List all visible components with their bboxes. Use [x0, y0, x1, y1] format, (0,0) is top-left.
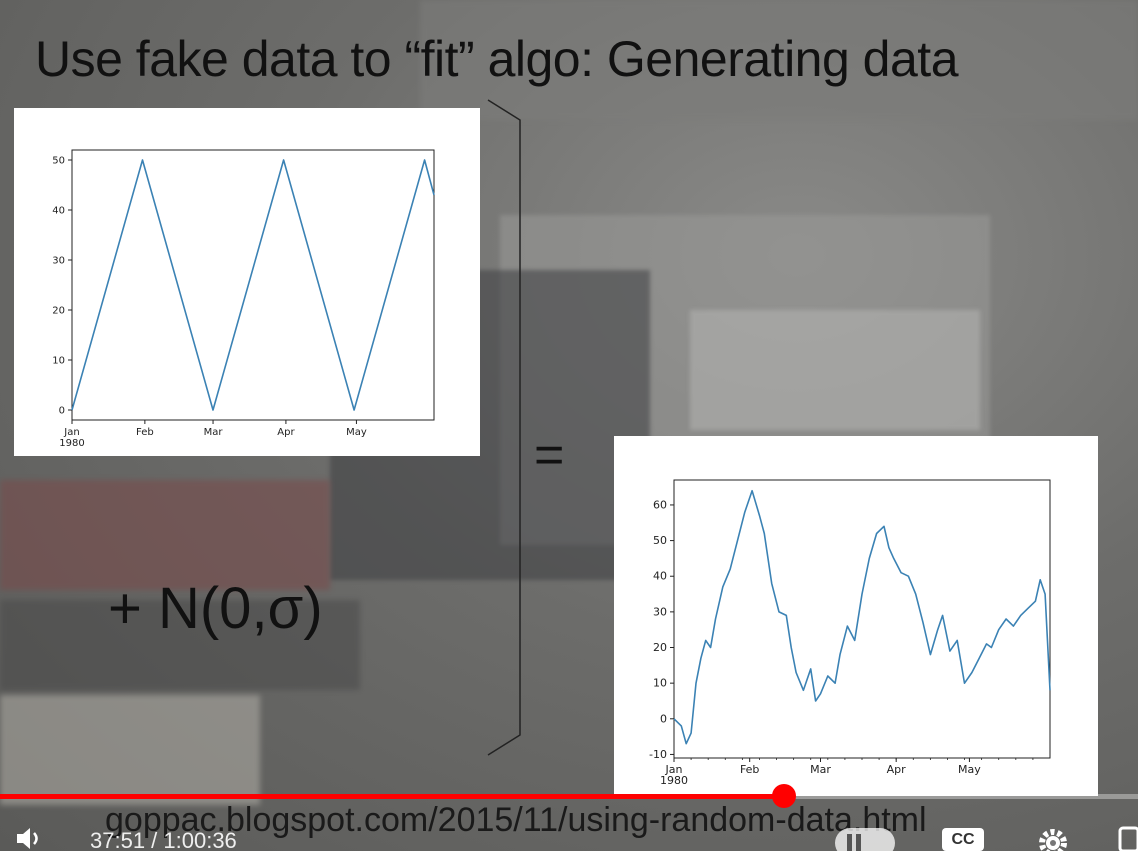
x-tick-label: Feb	[136, 427, 154, 438]
y-tick-label: 20	[52, 306, 65, 317]
slide-title: Use fake data to “fit” algo: Generating …	[35, 31, 959, 87]
time-display: 37:51 / 1:00:36	[90, 828, 237, 851]
y-tick-label: 30	[52, 256, 65, 267]
y-tick-label: 0	[59, 406, 65, 417]
plot-frame	[673, 479, 1051, 759]
progress-played	[0, 794, 785, 799]
settings-gear-icon[interactable]	[1034, 824, 1072, 851]
y-tick-label: 10	[653, 677, 667, 690]
y-tick-label: 50	[653, 534, 667, 547]
x-tick-label: Jan	[63, 427, 79, 438]
background-book	[0, 695, 260, 805]
progress-scrubber-handle[interactable]	[772, 784, 797, 808]
y-tick-label: 40	[653, 570, 667, 583]
y-tick-label: 50	[52, 156, 65, 167]
x-tick-label: Apr	[277, 427, 295, 438]
y-tick-label: 60	[653, 498, 667, 511]
x-tick-label: 1980	[59, 438, 84, 449]
equals-sign: =	[534, 426, 565, 484]
x-tick-label: May	[958, 763, 981, 776]
pause-icon[interactable]	[833, 826, 897, 851]
noise-term: + N(0,σ)	[108, 576, 323, 641]
captions-icon[interactable]: CC	[942, 828, 984, 851]
slide-url-text: goppac.blogspot.com/2015/11/using-random…	[105, 801, 927, 839]
series-line	[71, 159, 435, 411]
x-tick-label: Feb	[740, 763, 759, 776]
x-tick-label: 1980	[660, 774, 688, 787]
x-tick-label: Mar	[810, 763, 831, 776]
y-tick-label: 30	[653, 605, 667, 618]
y-tick-label: 40	[52, 206, 65, 217]
x-tick-label: Jan	[665, 763, 683, 776]
background-monitor-panel	[690, 310, 980, 430]
x-tick-label: Apr	[887, 763, 907, 776]
progress-bar[interactable]	[0, 784, 1138, 808]
background-wall	[420, 0, 1138, 120]
bracket-shape	[487, 99, 521, 756]
background-book	[0, 600, 360, 690]
y-tick-label: 20	[653, 641, 667, 654]
plot-frame	[71, 149, 435, 421]
fullscreen-icon[interactable]	[1114, 824, 1138, 851]
noisy-wave-plot: -10 0 10 20 30 40 50 60 Jan 1980 Feb Mar Apr May	[614, 436, 1098, 796]
y-tick-label: -10	[649, 748, 667, 761]
y-tick-label: 0	[660, 712, 667, 725]
x-tick-label: May	[346, 427, 367, 438]
x-tick-label: Mar	[204, 427, 224, 438]
volume-icon[interactable]	[14, 826, 44, 851]
background-book	[0, 480, 330, 590]
series-line	[673, 489, 1051, 745]
y-tick-label: 10	[52, 356, 65, 367]
triangle-wave-plot: 0 10 20 30 40 50 Jan 1980 Feb Mar Apr May	[14, 108, 480, 456]
